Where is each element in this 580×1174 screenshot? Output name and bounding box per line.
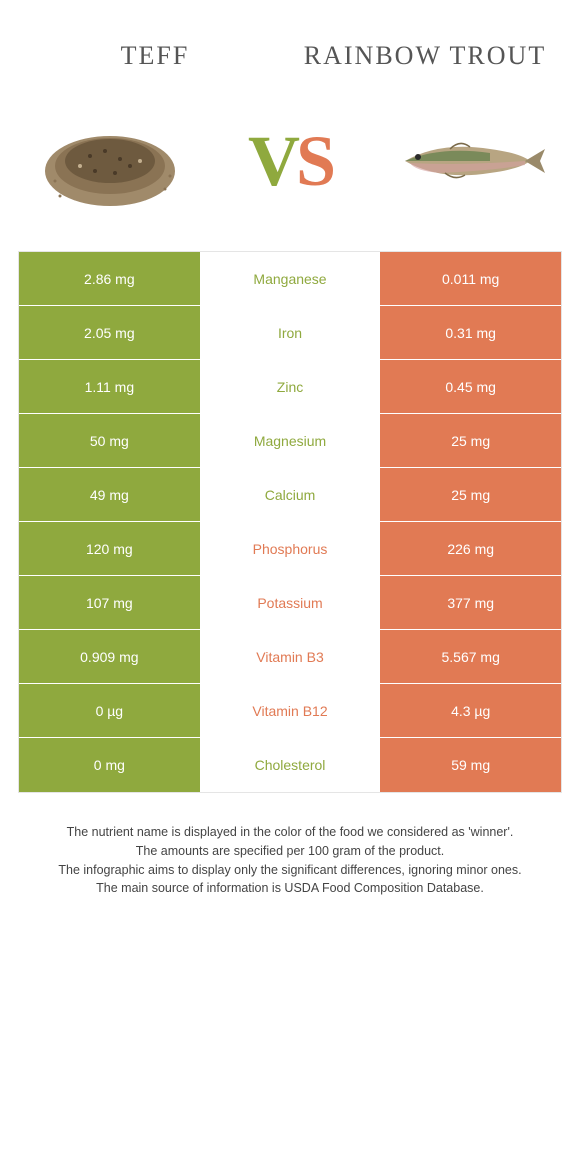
nutrient-name: Calcium <box>200 468 381 521</box>
nutrient-value-right: 25 mg <box>380 414 561 467</box>
table-row: 50 mgMagnesium25 mg <box>19 414 561 468</box>
table-row: 120 mgPhosphorus226 mg <box>19 522 561 576</box>
footer-line-3: The infographic aims to display only the… <box>20 861 560 880</box>
nutrient-value-left: 0.909 mg <box>19 630 200 683</box>
nutrient-value-left: 0 µg <box>19 684 200 737</box>
vs-label: VS <box>248 120 332 203</box>
food-title-right: Rainbow trout <box>290 40 560 71</box>
table-row: 2.86 mgManganese0.011 mg <box>19 252 561 306</box>
footer-line-1: The nutrient name is displayed in the co… <box>20 823 560 842</box>
nutrient-value-right: 0.45 mg <box>380 360 561 413</box>
nutrient-value-left: 1.11 mg <box>19 360 200 413</box>
footer-notes: The nutrient name is displayed in the co… <box>0 793 580 938</box>
table-row: 0.909 mgVitamin B35.567 mg <box>19 630 561 684</box>
food-title-left: Teff <box>20 40 290 71</box>
nutrient-value-right: 25 mg <box>380 468 561 521</box>
nutrient-value-right: 59 mg <box>380 738 561 792</box>
nutrient-table: 2.86 mgManganese0.011 mg2.05 mgIron0.31 … <box>18 251 562 793</box>
vs-v: V <box>248 121 296 201</box>
nutrient-value-left: 107 mg <box>19 576 200 629</box>
nutrient-value-right: 226 mg <box>380 522 561 575</box>
nutrient-value-right: 0.31 mg <box>380 306 561 359</box>
table-row: 0 mgCholesterol59 mg <box>19 738 561 792</box>
hero-row: VS <box>0 91 580 251</box>
nutrient-name: Cholesterol <box>200 738 381 792</box>
nutrient-name: Iron <box>200 306 381 359</box>
nutrient-value-right: 0.011 mg <box>380 252 561 305</box>
nutrient-name: Manganese <box>200 252 381 305</box>
vs-s: S <box>296 121 332 201</box>
table-row: 49 mgCalcium25 mg <box>19 468 561 522</box>
nutrient-value-left: 2.05 mg <box>19 306 200 359</box>
food-image-right <box>390 101 550 221</box>
nutrient-value-left: 120 mg <box>19 522 200 575</box>
nutrient-name: Vitamin B3 <box>200 630 381 683</box>
nutrient-value-left: 49 mg <box>19 468 200 521</box>
footer-line-2: The amounts are specified per 100 gram o… <box>20 842 560 861</box>
nutrient-name: Magnesium <box>200 414 381 467</box>
nutrient-value-left: 50 mg <box>19 414 200 467</box>
food-image-left <box>30 101 190 221</box>
nutrient-name: Phosphorus <box>200 522 381 575</box>
table-row: 107 mgPotassium377 mg <box>19 576 561 630</box>
nutrient-value-left: 0 mg <box>19 738 200 792</box>
nutrient-name: Vitamin B12 <box>200 684 381 737</box>
nutrient-value-right: 5.567 mg <box>380 630 561 683</box>
nutrient-value-right: 4.3 µg <box>380 684 561 737</box>
table-row: 1.11 mgZinc0.45 mg <box>19 360 561 414</box>
header: Teff Rainbow trout <box>0 0 580 91</box>
nutrient-name: Potassium <box>200 576 381 629</box>
nutrient-value-left: 2.86 mg <box>19 252 200 305</box>
nutrient-name: Zinc <box>200 360 381 413</box>
table-row: 0 µgVitamin B124.3 µg <box>19 684 561 738</box>
footer-line-4: The main source of information is USDA F… <box>20 879 560 898</box>
table-row: 2.05 mgIron0.31 mg <box>19 306 561 360</box>
nutrient-value-right: 377 mg <box>380 576 561 629</box>
